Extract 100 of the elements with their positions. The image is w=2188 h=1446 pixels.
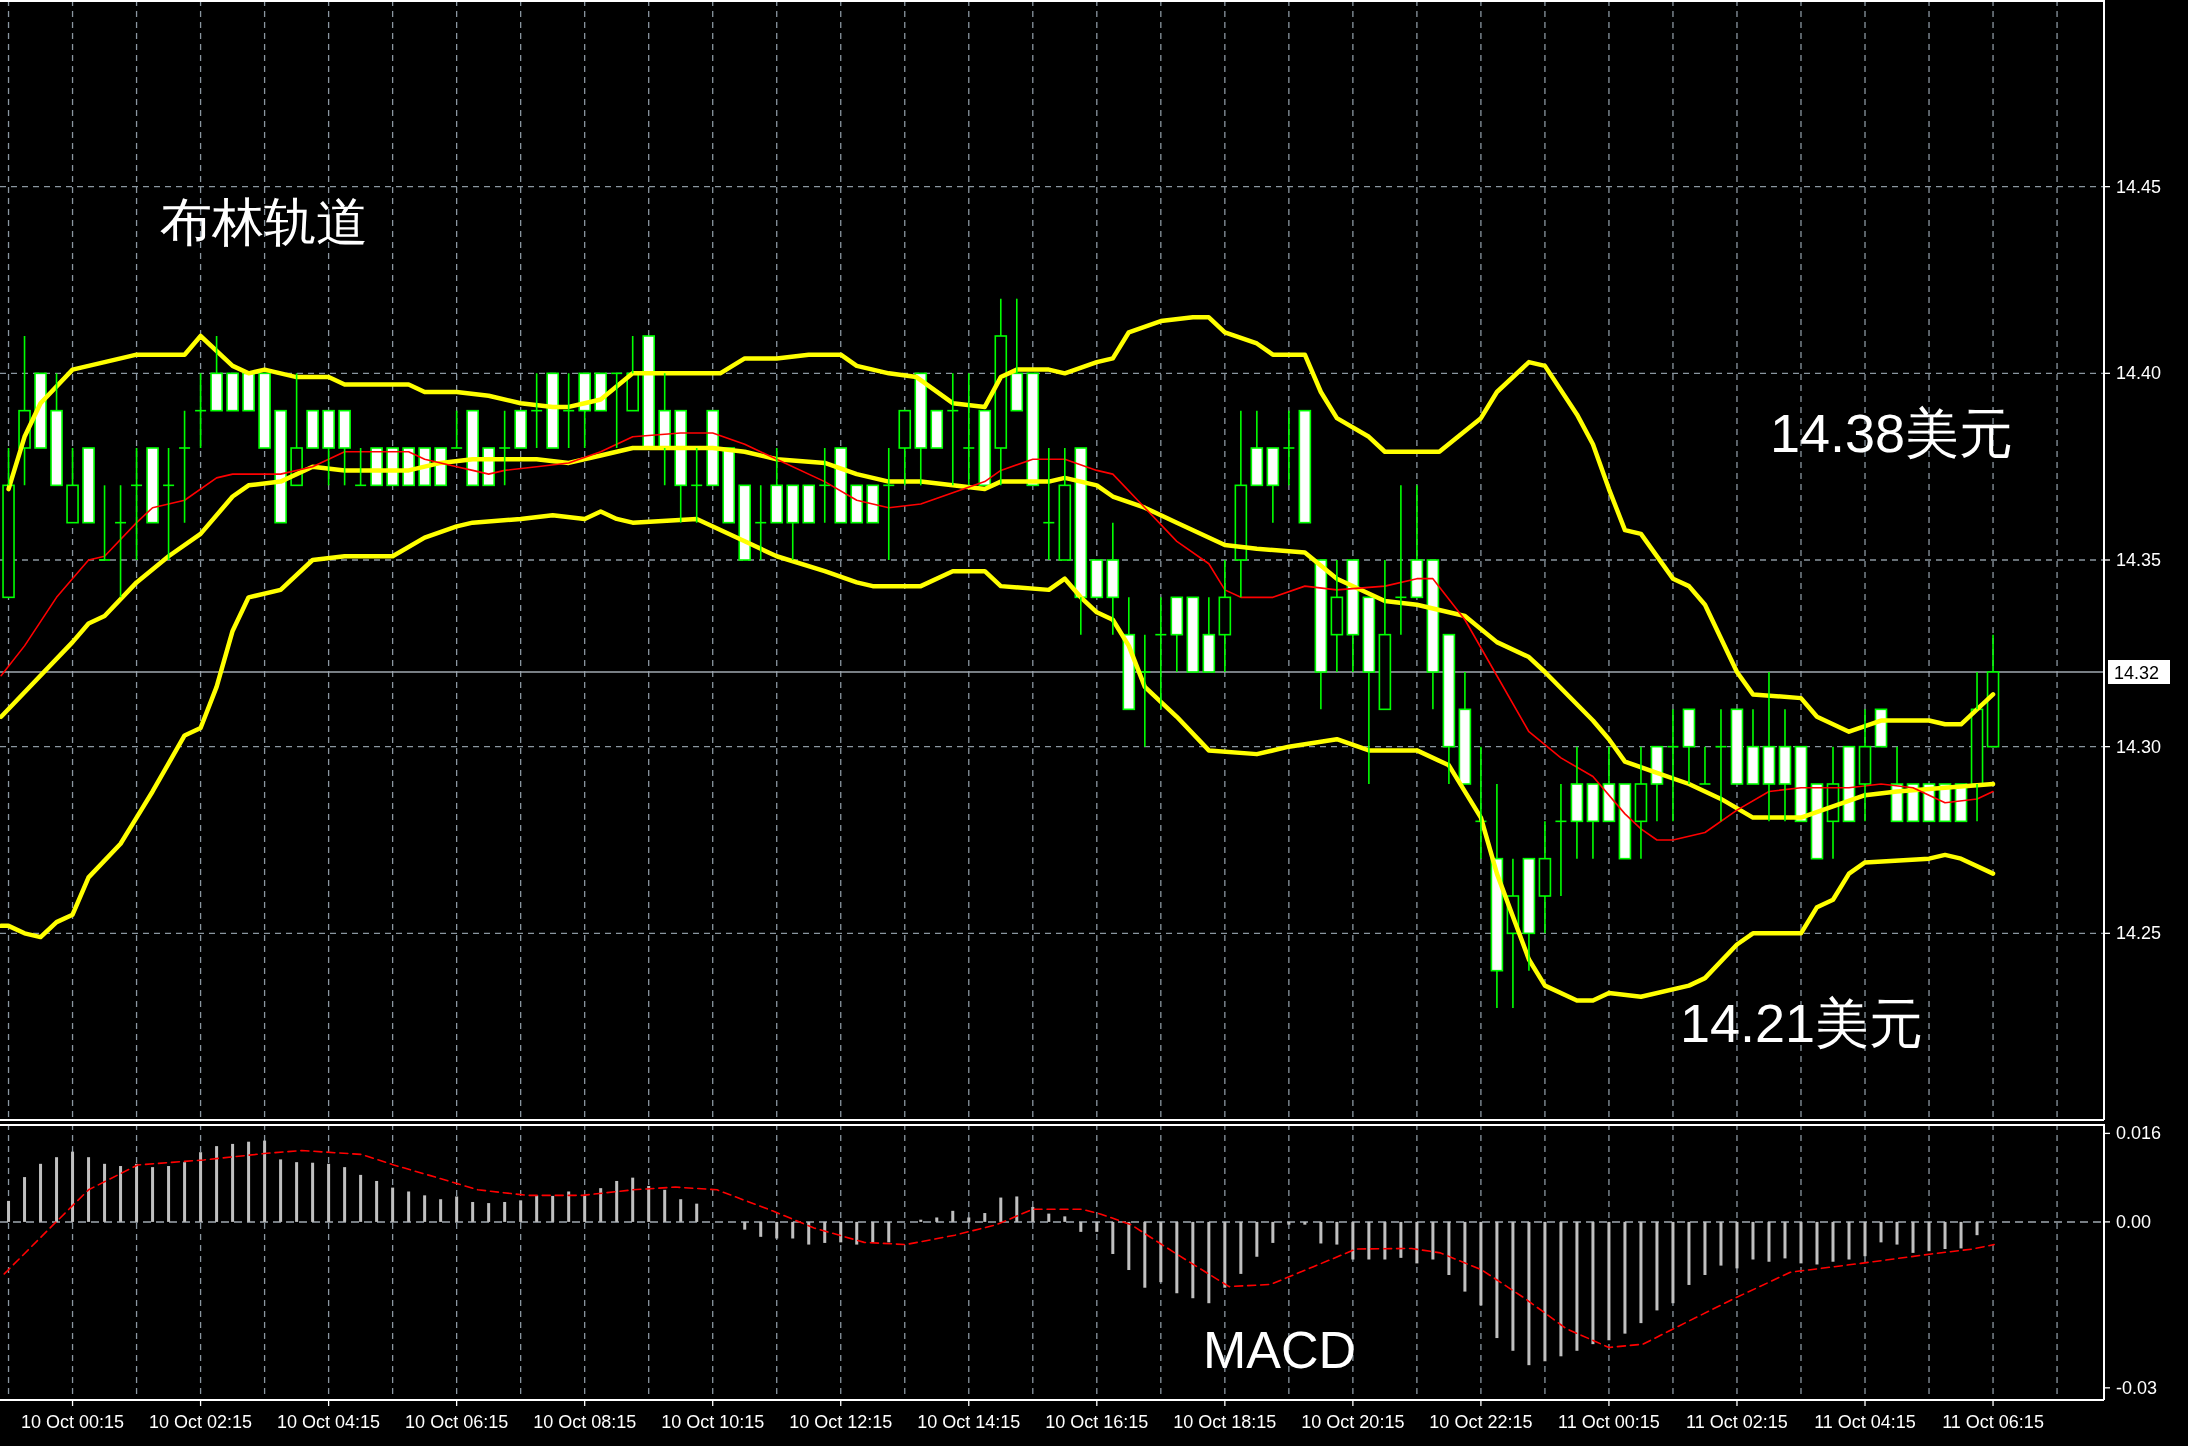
candlestick <box>994 297 1008 487</box>
candlestick <box>962 372 976 487</box>
bar <box>1255 1221 1259 1257</box>
bar <box>807 1221 811 1245</box>
candlestick <box>1266 447 1280 524</box>
bar <box>455 1196 459 1222</box>
bar <box>1639 1221 1643 1324</box>
candlestick <box>146 447 159 524</box>
candlestick <box>1618 783 1632 860</box>
bar <box>1031 1206 1035 1222</box>
y-tick-label: 0.016 <box>2116 1123 2162 1144</box>
candlestick <box>1090 559 1104 599</box>
bar <box>1719 1221 1723 1266</box>
bar <box>983 1213 987 1222</box>
y-tick-label: 0.00 <box>2116 1211 2152 1232</box>
candlestick <box>1522 857 1536 972</box>
bar <box>839 1221 843 1243</box>
bar <box>1655 1221 1659 1311</box>
candlestick <box>1330 559 1344 673</box>
candlestick <box>1586 783 1600 860</box>
x-tick-label: 10 Oct 02:15 <box>149 1412 253 1432</box>
bar <box>1191 1221 1195 1299</box>
annotation: 14.21美元 <box>1680 993 1924 1053</box>
bar <box>215 1146 219 1222</box>
candlestick <box>1426 559 1440 711</box>
bar <box>1015 1196 1019 1222</box>
candlestick <box>1986 633 2000 748</box>
bar <box>855 1221 859 1245</box>
bar <box>1095 1221 1099 1232</box>
bar <box>599 1188 603 1222</box>
x-tick-label: 11 Oct 02:15 <box>1686 1412 1788 1432</box>
candlestick <box>1058 447 1072 561</box>
x-tick-label: 10 Oct 04:15 <box>277 1412 381 1432</box>
candlestick <box>1682 708 1696 785</box>
bar <box>1063 1216 1067 1222</box>
bar <box>1415 1221 1419 1264</box>
bar <box>1207 1221 1211 1304</box>
bar <box>935 1217 939 1222</box>
candlestick <box>626 335 639 412</box>
bar <box>999 1197 1003 1222</box>
candlestick <box>1746 708 1760 785</box>
bar <box>471 1201 475 1222</box>
x-tick-label: 10 Oct 10:15 <box>661 1412 765 1432</box>
bar <box>631 1177 635 1222</box>
candlestick <box>50 372 63 487</box>
candlestick <box>1314 559 1328 711</box>
bar <box>1687 1221 1691 1285</box>
bar <box>199 1152 203 1222</box>
bar <box>87 1157 91 1222</box>
bar <box>1447 1221 1451 1275</box>
candlestick <box>258 372 271 449</box>
bar <box>1463 1221 1467 1292</box>
candlestick <box>1170 596 1184 673</box>
x-tick-label: 11 Oct 06:15 <box>1942 1412 2044 1432</box>
bar <box>1479 1221 1483 1306</box>
bar <box>1943 1221 1947 1249</box>
y-tick-label: 14.25 <box>2116 923 2162 944</box>
bar <box>151 1167 155 1222</box>
candlestick <box>82 447 95 524</box>
x-tick-label: 10 Oct 20:15 <box>1301 1412 1405 1432</box>
candlestick <box>338 409 351 487</box>
bar <box>1911 1221 1915 1253</box>
bar <box>1223 1221 1227 1288</box>
candlestick <box>1186 596 1200 673</box>
candlestick <box>930 409 944 449</box>
x-tick-label: 11 Oct 04:15 <box>1814 1412 1916 1432</box>
candlestick <box>178 409 191 524</box>
bar <box>1927 1221 1931 1252</box>
annotation: 14.38美元 <box>1770 403 2014 463</box>
candlestick <box>306 409 319 449</box>
bar <box>1575 1221 1579 1351</box>
bar <box>1783 1221 1787 1259</box>
bar <box>263 1140 267 1222</box>
candlestick <box>786 484 800 561</box>
x-tick-label: 10 Oct 18:15 <box>1173 1412 1277 1432</box>
bar <box>183 1162 187 1222</box>
bar <box>1111 1221 1115 1254</box>
bar <box>1303 1221 1307 1225</box>
bar <box>1799 1221 1803 1264</box>
bar <box>1127 1221 1131 1271</box>
candlestick <box>1282 409 1296 487</box>
candlestick <box>770 447 784 524</box>
bar <box>391 1187 395 1222</box>
candlestick <box>978 409 992 487</box>
candlestick <box>1362 596 1376 785</box>
candlestick <box>498 409 511 487</box>
candlestick <box>1698 745 1712 785</box>
candlestick <box>1202 596 1216 673</box>
x-tick-label: 10 Oct 06:15 <box>405 1412 509 1432</box>
bar <box>1815 1221 1819 1265</box>
bar <box>375 1180 379 1222</box>
bar <box>1319 1221 1323 1244</box>
bar <box>71 1151 75 1222</box>
bar <box>1527 1221 1531 1366</box>
bar <box>1143 1221 1147 1288</box>
candlestick <box>1538 820 1552 935</box>
bar <box>407 1191 411 1222</box>
bar <box>247 1141 251 1222</box>
bar <box>135 1163 139 1222</box>
bar <box>39 1163 43 1222</box>
